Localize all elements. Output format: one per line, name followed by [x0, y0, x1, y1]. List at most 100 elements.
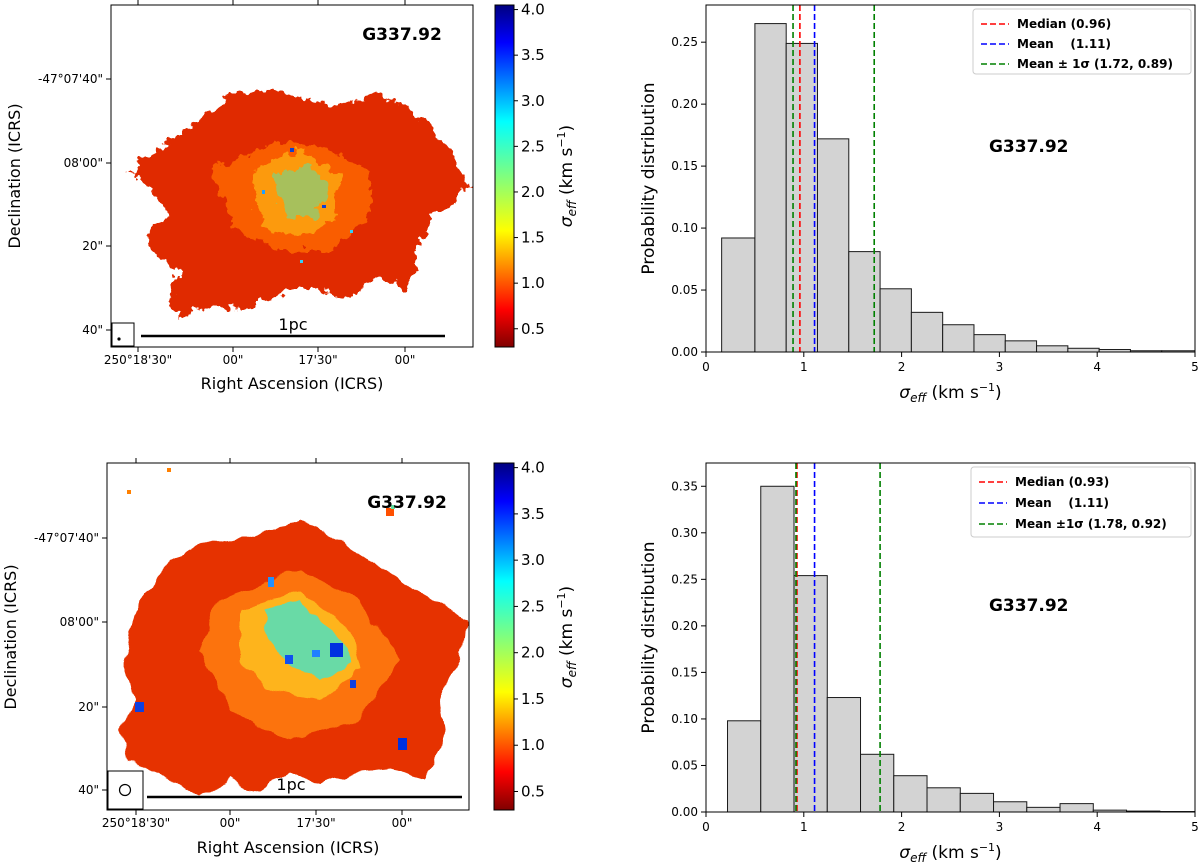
y-tick-label: 0.10	[671, 712, 698, 726]
map-1-xlabel: Right Ascension (ICRS)	[201, 374, 384, 393]
colorbar-2	[493, 462, 515, 811]
map-1-xtick: 00"	[223, 353, 244, 367]
x-tick-label: 3	[996, 820, 1004, 834]
colorbar-tick-label: 3.0	[521, 92, 545, 110]
map-2-image	[120, 468, 465, 795]
histogram-source-label: G337.92	[989, 596, 1069, 616]
map-2-xtick: 17'30"	[296, 816, 335, 830]
map-1-ytick: 08'00"	[64, 156, 103, 170]
colorbar-tick-label: 2.0	[521, 183, 545, 201]
colorbar-tick-label: 3.5	[521, 46, 545, 64]
y-tick-label: 0.20	[671, 619, 698, 633]
histogram-bar	[893, 775, 928, 813]
map-panel-2: G337.92 250°18'30" 00" 17'30" 00" -47°07…	[1, 458, 579, 857]
x-tick-label: 4	[1093, 820, 1101, 834]
map-2-ylabel: Declination (ICRS)	[1, 564, 20, 709]
y-tick-label: 0.30	[671, 526, 698, 540]
map-panel-1: G337.92 250°18'30" 00" 17'30" 00" -47°07…	[5, 0, 579, 393]
colorbar-tick-label: 0.5	[521, 782, 545, 800]
histogram-bar	[973, 334, 1006, 353]
colorbar-2-ticks: 0.5 1.0 1.5 2.0 2.5 3.0 3.5 4.0	[514, 459, 545, 800]
histogram-bar	[1004, 340, 1038, 353]
y-tick-label: 0.15	[671, 665, 698, 679]
map-1-xtick: 00"	[395, 353, 416, 367]
histogram-bar	[879, 288, 912, 353]
legend-entry: Mean ±1σ (1.78, 0.92)	[1015, 517, 1167, 531]
map-1-ytick: 40"	[82, 323, 103, 337]
colorbar-tick-label: 4.0	[521, 459, 545, 477]
y-tick-label: 0.05	[671, 758, 698, 772]
histogram-bar	[785, 42, 818, 353]
histogram-bar	[727, 720, 762, 813]
map-2-xtick: 00"	[392, 816, 413, 830]
x-tick-label: 0	[702, 820, 710, 834]
y-tick-label: 0.00	[671, 345, 698, 359]
map-2-xtick: 250°18'30"	[102, 816, 170, 830]
map-2-ytick: -47°07'40"	[34, 531, 99, 545]
y-tick-label: 0.20	[671, 97, 698, 111]
colorbar-1-label: σeff (km s−1)	[555, 125, 579, 227]
histogram-xlabel: σeff (km s−1)	[899, 381, 1001, 405]
histogram-source-label: G337.92	[989, 137, 1069, 157]
colorbar-2-label: σeff (km s−1)	[555, 586, 579, 688]
histogram-ylabel: Probability distribution	[639, 541, 659, 733]
y-tick-label: 0.25	[671, 35, 698, 49]
histogram-bar	[754, 23, 787, 353]
legend-entry: Mean ± 1σ (1.72, 0.89)	[1017, 57, 1173, 71]
map-1-beam-ellipse	[117, 337, 121, 341]
colorbar-tick-label: 2.5	[521, 137, 545, 155]
histogram-bar	[721, 237, 756, 353]
map-2-beam-box	[107, 770, 144, 810]
legend-entry: Median (0.96)	[1017, 17, 1111, 31]
legend-entry: Mean (1.11)	[1017, 37, 1111, 51]
histogram-bar	[760, 485, 795, 813]
histogram-frame	[705, 462, 1196, 813]
map-1-xtick: 17'30"	[298, 353, 337, 367]
histogram-bar	[1059, 803, 1094, 813]
histogram-panel-2: 0 1 2 3 4 5 0.00 0.05 0.10 0.15 0.20 0.25 0.30 0.35 σe…	[639, 462, 1199, 864]
colorbar-1	[494, 4, 515, 348]
x-tick-label: 2	[898, 360, 906, 374]
x-tick-label: 0	[702, 360, 710, 374]
histogram-bar	[1036, 345, 1069, 353]
colorbar-tick-label: 0.5	[521, 320, 545, 338]
map-2-ytick: 20"	[78, 700, 99, 714]
map-2-xtick: 00"	[220, 816, 241, 830]
map-1-xtick: 250°18'30"	[104, 353, 172, 367]
histogram-bar	[910, 311, 944, 353]
map-2-source-label: G337.92	[367, 493, 447, 513]
histogram-bar	[793, 575, 828, 813]
colorbar-tick-label: 1.5	[521, 690, 545, 708]
legend-box	[972, 8, 1192, 75]
histogram-panel-1: 0 1 2 3 4 5 0.00 0.05 0.10 0.15 0.20 0.25 σeff (km s…	[639, 4, 1199, 405]
colorbar-tick-label: 3.0	[521, 551, 545, 569]
map-2-xlabel: Right Ascension (ICRS)	[197, 838, 380, 857]
map-1-source-label: G337.92	[362, 25, 442, 45]
map-1-ticks	[106, 0, 406, 352]
colorbar-tick-label: 1.0	[521, 736, 545, 754]
x-tick-label: 1	[800, 820, 808, 834]
histogram-bar	[926, 787, 961, 813]
histogram-bar	[816, 138, 850, 353]
histogram-bar	[860, 753, 895, 813]
colorbar-1-ticks: 0.5 1.0 1.5 2.0 2.5 3.0 3.5 4.0	[514, 1, 545, 338]
legend-box	[970, 466, 1192, 538]
x-tick-label: 4	[1093, 360, 1101, 374]
colorbar-tick-label: 1.0	[521, 274, 545, 292]
map-2-ytick: 40"	[78, 783, 99, 797]
colorbar-tick-label: 1.5	[521, 229, 545, 247]
legend-entry: Median (0.93)	[1015, 475, 1109, 489]
x-tick-label: 5	[1191, 820, 1199, 834]
map-1-scalebar-label: 1pc	[278, 315, 307, 334]
x-tick-label: 3	[996, 360, 1004, 374]
map-1-frame	[110, 4, 474, 348]
histogram-bar	[848, 251, 881, 353]
legend-entry: Mean (1.11)	[1015, 496, 1109, 510]
map-2-frame	[106, 462, 470, 811]
x-tick-label: 1	[800, 360, 808, 374]
x-tick-label: 2	[898, 820, 906, 834]
map-1-ylabel: Declination (ICRS)	[5, 103, 24, 248]
colorbar-tick-label: 2.0	[521, 644, 545, 662]
y-tick-label: 0.05	[671, 283, 698, 297]
